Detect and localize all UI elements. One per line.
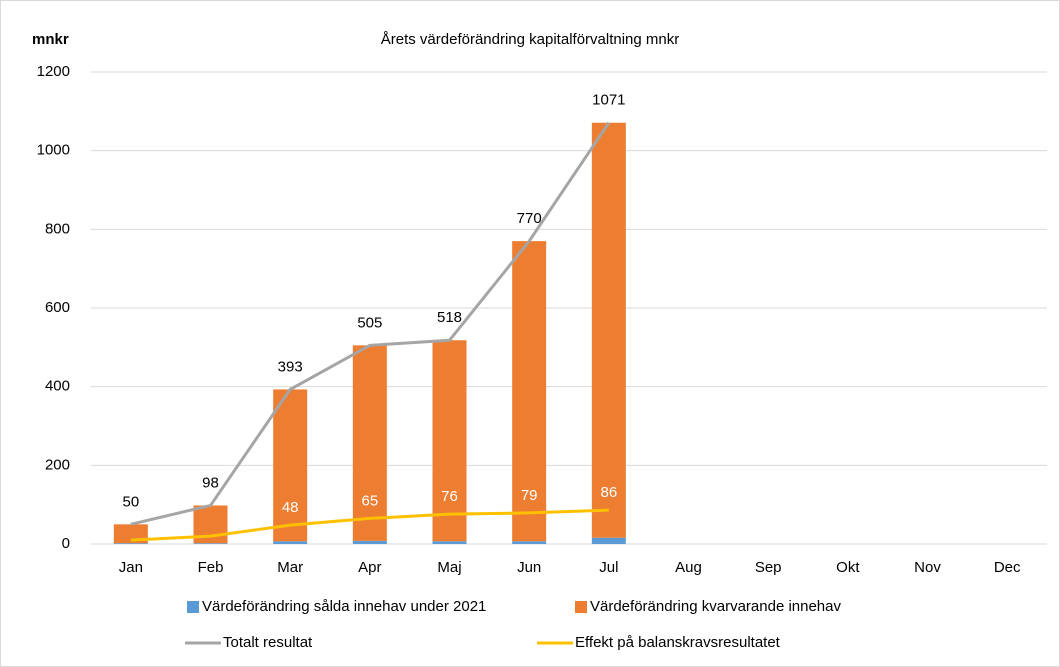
bar-segment: [273, 541, 308, 544]
bar-segment: [432, 541, 467, 544]
x-tick-label: Jun: [517, 559, 541, 576]
data-label: 48: [282, 499, 299, 516]
x-tick-label: Okt: [836, 559, 860, 576]
bar-segment: [591, 122, 626, 538]
y-axis-label: mnkr: [32, 31, 69, 48]
legend-swatch: [187, 601, 199, 613]
data-label: 393: [278, 358, 303, 375]
y-tick-label: 0: [62, 535, 70, 552]
legend-swatch: [575, 601, 587, 613]
legend-label: Värdeförändring kvarvarande innehav: [590, 598, 841, 615]
bar-segment: [273, 389, 308, 542]
bar-segment: [352, 345, 387, 541]
x-tick-label: Sep: [755, 559, 782, 576]
data-label: 518: [437, 309, 462, 326]
x-tick-label: Nov: [914, 559, 941, 576]
bar-segment: [113, 543, 148, 544]
x-tick-label: Jan: [119, 559, 143, 576]
bar-segment: [193, 543, 228, 544]
chart-title: Årets värdeförändring kapitalförvaltning…: [381, 31, 679, 48]
data-label: 98: [202, 474, 219, 491]
data-label: 505: [357, 314, 382, 331]
x-tick-label: Maj: [437, 559, 461, 576]
x-tick-label: Aug: [675, 559, 702, 576]
y-tick-label: 800: [45, 220, 70, 237]
x-tick-label: Dec: [994, 559, 1021, 576]
data-label: 65: [361, 492, 378, 509]
bar-segment: [591, 537, 626, 544]
x-tick-label: Mar: [277, 559, 303, 576]
legend-label: Värdeförändring sålda innehav under 2021: [202, 598, 486, 615]
y-tick-label: 1000: [37, 142, 70, 159]
legend-label: Effekt på balanskravsresultatet: [575, 634, 781, 651]
data-label: 79: [521, 487, 538, 504]
bar-segment: [512, 541, 547, 544]
y-tick-label: 1200: [37, 63, 70, 80]
legend-label: Totalt resultat: [223, 634, 313, 651]
bar-segment: [512, 241, 547, 542]
x-tick-label: Feb: [198, 559, 224, 576]
x-tick-label: Apr: [358, 559, 381, 576]
line: [130, 508, 609, 542]
data-label: 1071: [592, 92, 625, 109]
data-label: 770: [517, 210, 542, 227]
line: [130, 121, 611, 526]
y-tick-label: 600: [45, 299, 70, 316]
bar-segment: [352, 540, 387, 544]
x-tick-label: Jul: [599, 559, 618, 576]
y-tick-label: 400: [45, 378, 70, 395]
bar-segment: [432, 340, 467, 542]
data-label: 50: [122, 493, 139, 510]
data-label: 86: [600, 484, 617, 501]
data-label: 76: [441, 488, 458, 505]
y-tick-label: 200: [45, 456, 70, 473]
